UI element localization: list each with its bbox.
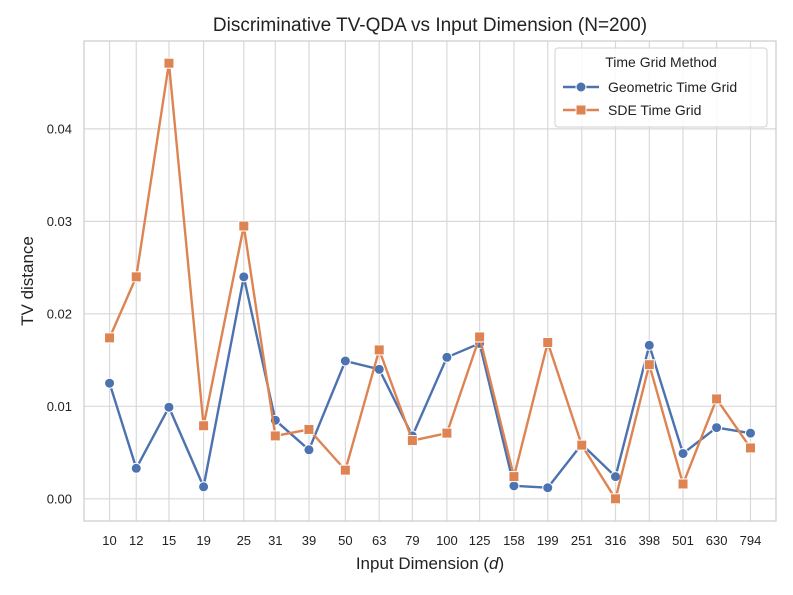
y-tick-label: 0.01	[47, 399, 72, 414]
x-tick-label: 12	[129, 533, 143, 548]
data-point	[441, 427, 453, 439]
x-tick-label: 158	[503, 533, 525, 548]
x-tick-label: 63	[372, 533, 386, 548]
x-tick-label: 199	[537, 533, 559, 548]
data-point	[542, 482, 554, 494]
legend: Time Grid Method Geometric Time Grid SDE…	[554, 47, 768, 128]
legend-label-sde: SDE Time Grid	[608, 102, 701, 118]
data-point	[474, 331, 486, 343]
data-point	[303, 444, 315, 456]
chart-title: Discriminative TV-QDA vs Input Dimension…	[213, 15, 647, 36]
data-point	[576, 439, 588, 451]
x-axis-title: Input Dimension (d)	[356, 554, 504, 573]
x-axis-title-variable: d	[489, 554, 499, 573]
data-point	[163, 57, 175, 69]
data-point	[130, 462, 142, 474]
data-point	[269, 430, 281, 442]
y-tick-label: 0.03	[47, 214, 72, 229]
data-point	[104, 332, 116, 344]
data-point	[542, 337, 554, 349]
x-tick-label: 39	[302, 533, 316, 548]
data-point	[744, 427, 756, 439]
data-point	[609, 493, 621, 505]
grid	[84, 41, 776, 521]
x-tick-label: 19	[196, 533, 210, 548]
data-point	[339, 355, 351, 367]
legend-marker-sde	[575, 104, 587, 116]
series-line	[108, 62, 752, 500]
x-tick-label: 15	[162, 533, 176, 548]
x-axis-title-suffix: )	[499, 554, 505, 573]
data-point	[163, 401, 175, 413]
x-tick-label: 100	[436, 533, 458, 548]
data-point	[339, 464, 351, 476]
data-point	[373, 344, 385, 356]
x-tick-label: 630	[706, 533, 728, 548]
x-tick-label: 794	[740, 533, 762, 548]
series-sde	[104, 57, 756, 505]
x-tick-label: 501	[672, 533, 694, 548]
x-axis-title-prefix: Input Dimension (	[356, 554, 490, 573]
x-tick-label: 251	[571, 533, 593, 548]
y-axis-title: TV distance	[18, 236, 37, 326]
data-point	[677, 447, 689, 459]
y-tick-label: 0.04	[47, 121, 72, 136]
legend-label-geometric: Geometric Time Grid	[608, 79, 737, 95]
y-tick-label: 0.00	[47, 491, 72, 506]
data-point	[238, 220, 250, 232]
x-tick-label: 79	[405, 533, 419, 548]
series-line	[108, 275, 751, 489]
data-point	[508, 471, 520, 483]
x-tick-label: 50	[338, 533, 352, 548]
x-tick-label: 125	[469, 533, 491, 548]
x-tick-label: 25	[237, 533, 251, 548]
data-point	[238, 271, 250, 283]
data-point	[643, 339, 655, 351]
plot-frame	[83, 40, 777, 522]
data-point	[744, 442, 756, 454]
data-point	[643, 359, 655, 371]
y-tick-label: 0.02	[47, 306, 72, 321]
data-point	[198, 481, 210, 493]
data-point	[406, 435, 418, 447]
legend-box	[554, 47, 768, 128]
data-point	[711, 393, 723, 405]
x-tick-label: 398	[638, 533, 660, 548]
data-point	[104, 377, 116, 389]
data-point	[441, 351, 453, 363]
data-point	[677, 478, 689, 490]
data-point	[303, 423, 315, 435]
data-point	[198, 420, 210, 432]
series-group	[104, 57, 756, 505]
data-point	[711, 422, 723, 434]
x-tick-label: 316	[605, 533, 627, 548]
tick-labels: 10 12 15 19 25 31 39 50 63 79 100 125 158 199 251 316 39…	[47, 121, 762, 548]
x-tick-label: 31	[268, 533, 282, 548]
legend-marker-geometric	[575, 81, 587, 93]
x-tick-label: 10	[102, 533, 116, 548]
legend-title: Time Grid Method	[605, 54, 717, 70]
data-point	[508, 480, 520, 492]
data-point	[130, 271, 142, 283]
